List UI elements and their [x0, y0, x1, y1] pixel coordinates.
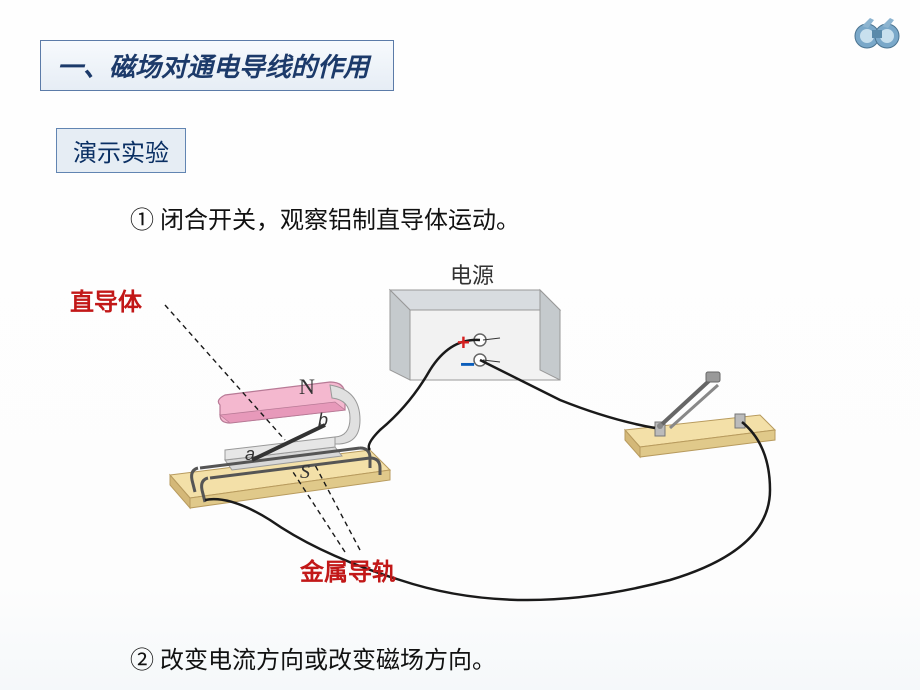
binoculars-icon: [852, 12, 902, 52]
slide: 一、磁场对通电导线的作用 演示实验 ① 闭合开关，观察铝制直导体运动。: [0, 0, 920, 690]
rail-label: 金属导轨: [300, 552, 396, 587]
section-title: 一、磁场对通电导线的作用: [57, 53, 369, 82]
minus-terminal-label: −: [460, 349, 475, 380]
step-2-text: ② 改变电流方向或改变磁场方向。: [130, 640, 496, 675]
s-pole-label: S: [300, 461, 310, 484]
step-1-text: ① 闭合开关，观察铝制直导体运动。: [130, 200, 520, 235]
subtitle: 演示实验: [73, 141, 169, 167]
n-pole-label: N: [299, 374, 315, 400]
psu-label: 电源: [450, 258, 494, 290]
conductor-label: 直导体: [70, 282, 142, 317]
point-a-label: a: [245, 444, 255, 465]
subtitle-box: 演示实验: [56, 128, 186, 173]
circuit-diagram: 直导体 金属导轨 电源 N S a b + −: [70, 250, 830, 620]
diagram-svg: [70, 250, 830, 620]
section-title-bar: 一、磁场对通电导线的作用: [40, 40, 394, 91]
switch-board: [625, 415, 775, 457]
point-b-label: b: [318, 410, 328, 431]
